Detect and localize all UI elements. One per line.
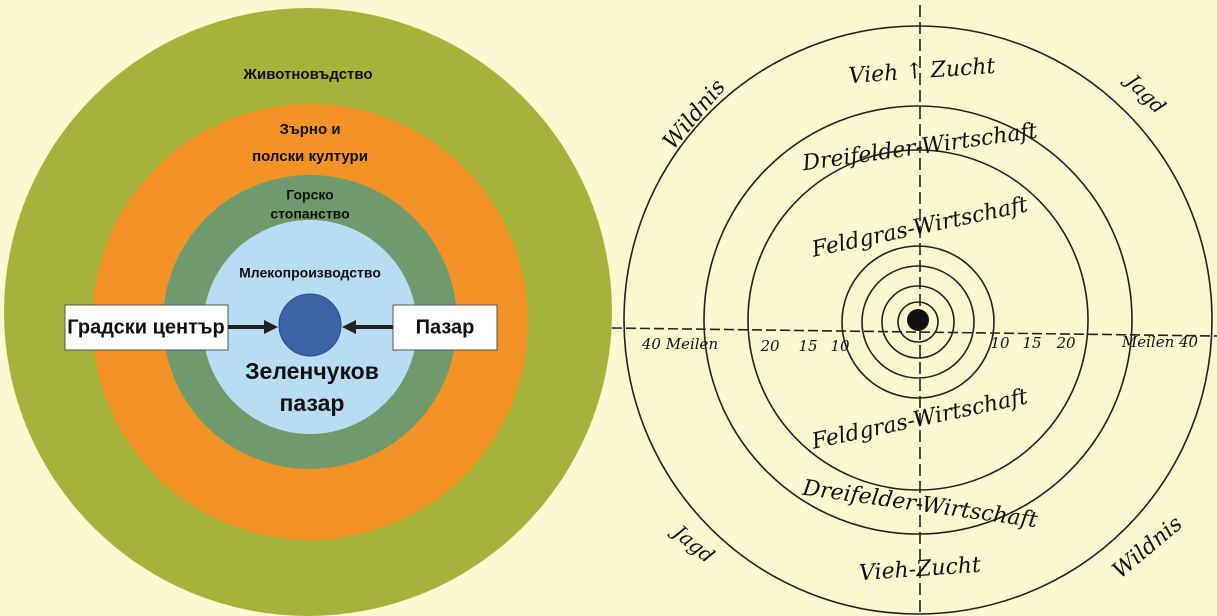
ring bbox=[747, 149, 1089, 491]
city bbox=[278, 293, 342, 357]
label: полски култури bbox=[252, 148, 368, 165]
label: пазар bbox=[280, 390, 345, 416]
arrow-head bbox=[342, 320, 356, 334]
label: 10 bbox=[830, 337, 850, 355]
arrow-head bbox=[264, 320, 278, 334]
label: 40 Meilen bbox=[641, 335, 718, 353]
ring bbox=[841, 245, 995, 399]
left-rings bbox=[4, 8, 612, 616]
city bbox=[907, 309, 929, 331]
label: 15 bbox=[798, 337, 817, 355]
label: Горско bbox=[286, 187, 334, 203]
label: 20 bbox=[1055, 334, 1076, 352]
label: Градски център bbox=[67, 316, 224, 338]
label: Пазар bbox=[416, 316, 475, 338]
right-rings bbox=[611, 5, 1217, 615]
label: Зърно и bbox=[279, 121, 340, 138]
label: 15 bbox=[1022, 334, 1041, 352]
box bbox=[64, 304, 229, 351]
axis bbox=[611, 327, 1217, 337]
ring bbox=[623, 25, 1213, 615]
label: стопанство bbox=[270, 206, 349, 222]
label: Meilen 40 bbox=[1121, 333, 1199, 351]
label: Млекопроизводство bbox=[239, 265, 381, 281]
label: Зеленчуков bbox=[245, 358, 379, 384]
label: Животновъдство bbox=[242, 66, 372, 83]
ring bbox=[703, 105, 1133, 535]
ring bbox=[881, 285, 955, 359]
label: 10 bbox=[990, 334, 1010, 352]
ring bbox=[861, 265, 975, 379]
label: 20 bbox=[759, 337, 780, 355]
ring bbox=[897, 301, 939, 343]
